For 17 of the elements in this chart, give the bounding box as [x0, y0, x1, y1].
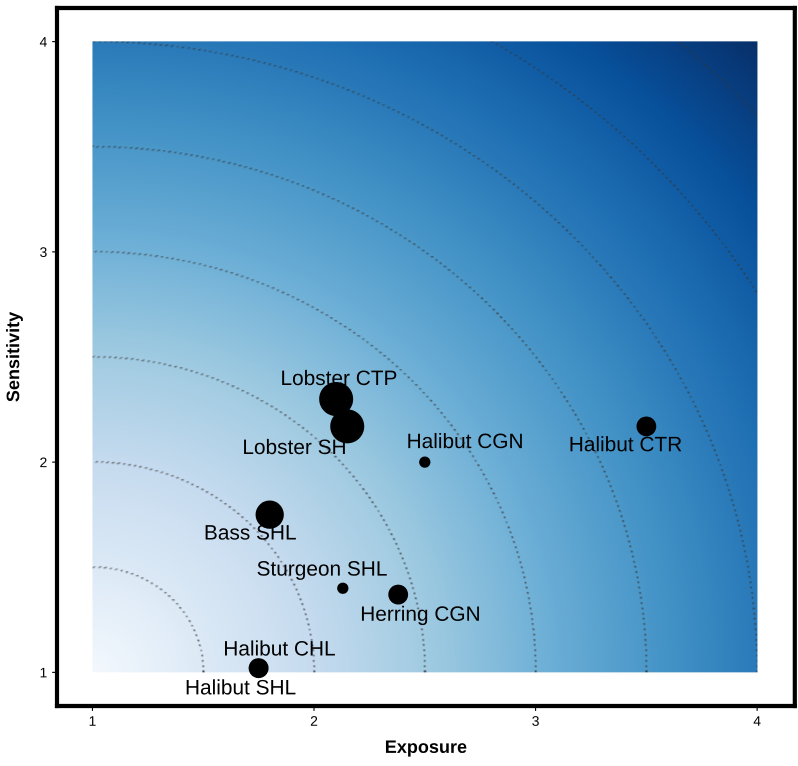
x-tick-label: 1 [90, 716, 96, 726]
y-tick-label: 3 [40, 247, 47, 258]
x-axis-title: Exposure [386, 740, 466, 757]
x-tick-label: 3 [532, 716, 539, 726]
series-label: Halibut CGN [408, 432, 522, 448]
series-label: Herring CGN [362, 606, 479, 626]
series-label: Sturgeon SHL [258, 561, 387, 580]
y-axis-title: Sensitivity [6, 312, 23, 402]
y-tick-label: 1 [40, 668, 47, 678]
y-tick-label: 4 [40, 37, 47, 47]
y-tick-label: 2 [40, 457, 47, 468]
x-tick-label: 4 [754, 716, 761, 726]
series-label: Lobster SH [244, 438, 345, 454]
series-label: Halibut CTR [570, 436, 682, 452]
series-label: Halibut SHL [186, 679, 296, 695]
x-tick-label: 2 [310, 716, 318, 726]
series-label: Halibut CHL [225, 640, 335, 656]
